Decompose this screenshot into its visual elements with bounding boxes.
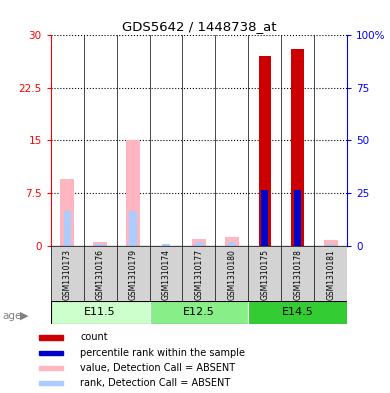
Bar <box>129 211 136 246</box>
Bar <box>248 246 281 301</box>
Title: GDS5642 / 1448738_at: GDS5642 / 1448738_at <box>122 20 276 33</box>
Bar <box>39 335 63 340</box>
Bar <box>149 301 248 324</box>
Bar <box>261 189 268 246</box>
Text: GSM1310177: GSM1310177 <box>194 250 204 301</box>
Bar <box>51 246 83 301</box>
Text: rank, Detection Call = ABSENT: rank, Detection Call = ABSENT <box>80 378 230 388</box>
Text: GSM1310173: GSM1310173 <box>63 250 72 301</box>
Bar <box>294 189 301 246</box>
Bar <box>225 237 239 246</box>
Bar <box>291 50 304 246</box>
Text: E12.5: E12.5 <box>183 307 215 318</box>
Bar <box>259 56 271 246</box>
Text: E14.5: E14.5 <box>282 307 314 318</box>
Bar <box>64 211 71 246</box>
Bar <box>215 246 248 301</box>
Bar <box>126 140 140 246</box>
Text: GSM1310180: GSM1310180 <box>227 250 236 300</box>
Bar <box>192 239 206 246</box>
Bar <box>162 244 170 246</box>
Bar <box>324 240 338 246</box>
Bar <box>327 244 334 246</box>
Text: ▶: ▶ <box>20 310 29 321</box>
Text: count: count <box>80 332 108 342</box>
Text: GSM1310175: GSM1310175 <box>260 250 269 301</box>
Bar <box>228 242 236 246</box>
Bar <box>39 381 63 385</box>
Text: GSM1310176: GSM1310176 <box>96 250 105 301</box>
Bar <box>83 246 117 301</box>
Bar <box>51 301 149 324</box>
Bar <box>183 246 215 301</box>
Bar <box>39 351 63 355</box>
Bar <box>93 242 107 246</box>
Bar <box>60 179 74 246</box>
Text: E11.5: E11.5 <box>84 307 116 318</box>
Text: GSM1310179: GSM1310179 <box>129 250 138 301</box>
Text: age: age <box>2 310 21 321</box>
Bar <box>149 246 183 301</box>
Bar <box>39 366 63 370</box>
Text: value, Detection Call = ABSENT: value, Detection Call = ABSENT <box>80 363 235 373</box>
Text: GSM1310178: GSM1310178 <box>293 250 302 300</box>
Bar <box>281 246 314 301</box>
Text: GSM1310181: GSM1310181 <box>326 250 335 300</box>
Bar <box>117 246 149 301</box>
Bar <box>195 242 202 246</box>
Bar <box>96 244 104 246</box>
Bar <box>314 246 347 301</box>
Text: GSM1310174: GSM1310174 <box>161 250 170 301</box>
Text: percentile rank within the sample: percentile rank within the sample <box>80 348 245 358</box>
Bar <box>248 301 347 324</box>
